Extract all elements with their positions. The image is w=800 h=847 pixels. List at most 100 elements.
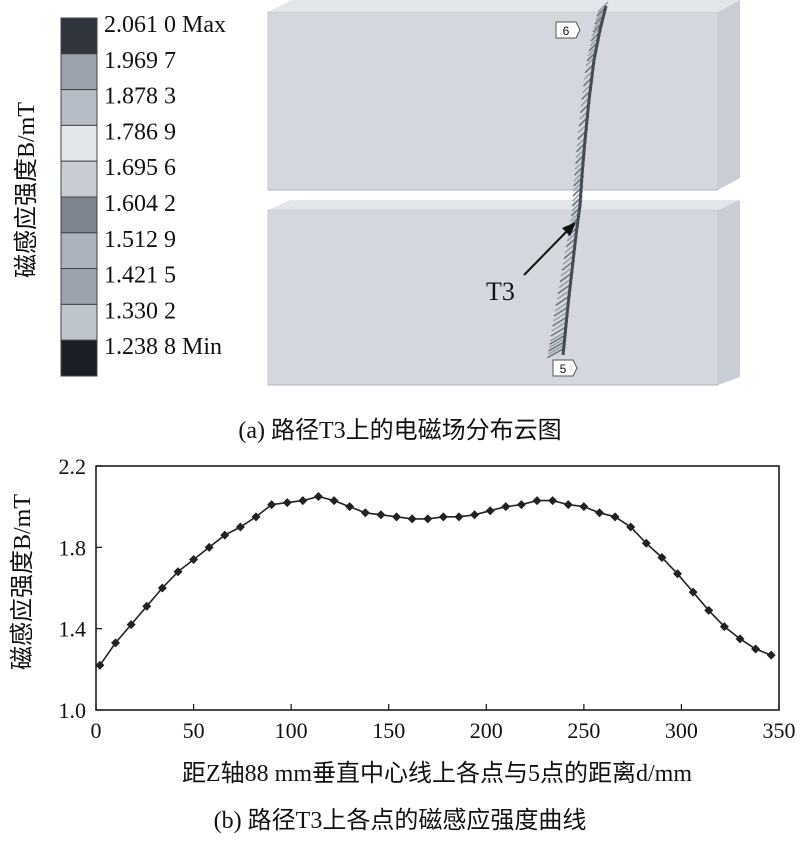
legend-swatch xyxy=(60,268,98,305)
legend-label: 1.604 2 xyxy=(104,191,176,217)
node-marker-start: 6 xyxy=(555,21,581,39)
data-point xyxy=(610,512,620,522)
data-point xyxy=(345,502,355,512)
legend-swatch xyxy=(60,53,98,91)
data-point xyxy=(220,530,230,540)
x-axis: 0 50 100 150 200 250 300 350 xyxy=(91,704,796,743)
legend-colorbar xyxy=(60,17,98,377)
y-tick-label: 1.4 xyxy=(59,617,87,642)
data-point xyxy=(688,587,698,597)
legend-swatch xyxy=(60,160,98,198)
upper-box xyxy=(267,0,740,191)
data-point xyxy=(235,522,245,532)
caption-b: (b) 路径T3上各点的磁感应强度曲线 xyxy=(214,807,587,834)
data-point xyxy=(626,522,636,532)
x-tick-label: 50 xyxy=(183,718,205,743)
legend-label: 1.878 3 xyxy=(104,84,176,110)
x-axis-label: 距Z轴88 mm垂直中心线上各点与5点的距离d/mm xyxy=(182,760,692,787)
data-point xyxy=(423,514,433,524)
legend-label: 2.061 0 Max xyxy=(104,12,226,38)
data-point xyxy=(392,512,402,522)
line-chart: 磁感应强度B/mT 0 50 100 150 200 250 300 350 1.01.41.… xyxy=(9,454,796,834)
x-tick-label: 0 xyxy=(91,718,102,743)
legend-label: 1.969 7 xyxy=(104,48,176,74)
legend-swatch xyxy=(60,196,98,234)
legend-labels: 2.061 0 Max 1.969 7 1.878 3 1.786 9 1.695 6 1… xyxy=(104,12,226,360)
data-point xyxy=(641,538,651,548)
legend-swatch xyxy=(60,17,98,55)
data-point xyxy=(470,510,480,520)
legend-axis-label: 磁感应强度B/mT xyxy=(13,102,40,278)
legend-label: 1.330 2 xyxy=(104,298,176,324)
field-streak xyxy=(597,1,609,13)
lower-box xyxy=(267,200,740,386)
data-point xyxy=(579,502,589,512)
series-path xyxy=(99,495,772,666)
data-point xyxy=(111,638,121,648)
caption-a: (a) 路径T3上的电磁场分布云图 xyxy=(238,417,561,444)
data-point xyxy=(407,514,417,524)
data-point xyxy=(454,512,464,522)
legend-label: 1.238 8 Min xyxy=(104,334,222,360)
y-axis-label: 磁感应强度B/mT xyxy=(9,494,36,670)
data-point xyxy=(485,506,495,516)
data-point xyxy=(594,508,604,518)
data-point xyxy=(204,542,214,552)
plot-frame xyxy=(95,465,780,711)
x-tick-label: 300 xyxy=(665,718,698,743)
legend-label: 1.786 9 xyxy=(104,119,176,145)
data-point xyxy=(548,496,558,506)
field-path-core xyxy=(561,5,608,356)
y-tick-label: 1.0 xyxy=(59,698,87,723)
data-point xyxy=(298,496,308,506)
data-point xyxy=(532,496,542,506)
data-point xyxy=(142,601,152,611)
data-point xyxy=(251,512,261,522)
data-point xyxy=(766,650,776,660)
data-point xyxy=(189,555,199,565)
legend-swatch xyxy=(60,124,98,162)
contour-panel: 磁感应强度B/mT 2.061 0 Max 1.969 7 1.878 3 1.786… xyxy=(13,0,740,444)
data-point xyxy=(516,500,526,510)
data-point xyxy=(751,644,761,654)
annotation-label: T3 xyxy=(486,277,515,306)
series-line xyxy=(99,495,772,666)
data-point xyxy=(563,500,573,510)
data-point xyxy=(719,622,729,632)
data-point xyxy=(673,569,683,579)
data-point xyxy=(501,502,511,512)
data-point xyxy=(735,634,745,644)
node-marker-end: 5 xyxy=(552,359,578,377)
x-tick-label: 100 xyxy=(275,718,308,743)
y-tick-label: 1.8 xyxy=(59,535,87,560)
data-point xyxy=(329,496,339,506)
data-point xyxy=(282,498,292,508)
node-label-start: 6 xyxy=(563,24,570,38)
annotation-arrow xyxy=(523,222,576,276)
data-point xyxy=(704,605,714,615)
node-label-end: 5 xyxy=(560,362,567,376)
legend-swatch xyxy=(60,303,98,341)
x-tick-label: 250 xyxy=(567,718,600,743)
legend-swatch xyxy=(60,89,98,126)
legend-swatch xyxy=(60,339,98,377)
x-tick-label: 200 xyxy=(470,718,503,743)
data-point xyxy=(173,567,183,577)
data-point xyxy=(267,500,277,510)
data-point xyxy=(376,510,386,520)
data-point xyxy=(157,583,167,593)
y-tick-label: 2.2 xyxy=(59,454,87,479)
legend-label: 1.421 5 xyxy=(104,263,176,289)
field-path-t3 xyxy=(547,1,609,359)
legend-label: 1.512 9 xyxy=(104,227,176,253)
data-point xyxy=(657,553,667,562)
x-tick-label: 350 xyxy=(763,718,796,743)
data-point xyxy=(438,512,448,522)
data-point xyxy=(313,492,323,501)
x-tick-label: 150 xyxy=(372,718,405,743)
y-axis: 1.0 1.4 1.8 2.2 xyxy=(59,454,102,723)
data-point xyxy=(360,508,370,518)
legend-swatch xyxy=(60,232,98,270)
series-points xyxy=(95,492,776,670)
